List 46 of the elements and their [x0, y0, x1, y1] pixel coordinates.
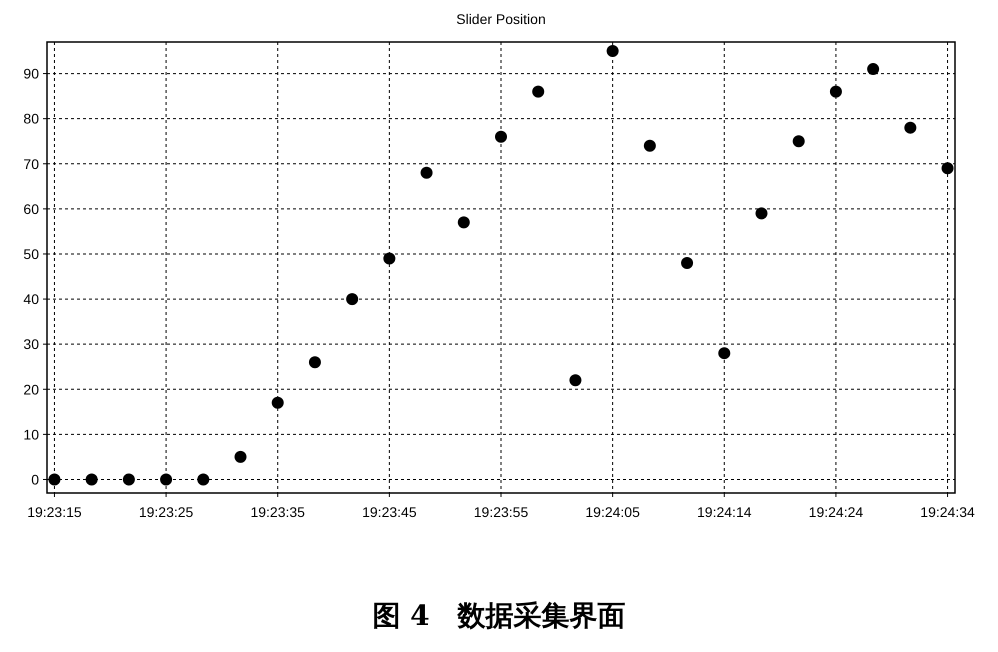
point: [122, 473, 135, 486]
x-tick-label: 19:24:14: [697, 504, 752, 520]
point: [755, 207, 768, 220]
y-tick-label: 0: [31, 471, 40, 488]
x-tick-label: 19:23:45: [362, 504, 417, 520]
point: [346, 293, 358, 306]
point: [420, 166, 433, 179]
point: [718, 347, 730, 360]
point: [644, 140, 656, 152]
point: [942, 162, 954, 174]
x-tick-label: 19:23:35: [250, 504, 306, 520]
point: [458, 216, 470, 228]
point: [383, 252, 396, 264]
y-tick-label: 70: [23, 156, 40, 172]
x-tick-label: 19:24:05: [585, 504, 640, 520]
point: [197, 473, 210, 486]
x-tick-label: 19:23:55: [474, 504, 528, 520]
point: [904, 122, 916, 134]
point: [532, 86, 544, 98]
point: [681, 256, 694, 269]
y-tick-label: 30: [23, 336, 40, 352]
point: [569, 374, 582, 386]
y-tick-label: 50: [23, 246, 40, 262]
point: [792, 135, 805, 148]
x-tick-label: 19:24:24: [808, 504, 864, 520]
y-tick-label: 80: [23, 110, 40, 127]
point: [830, 86, 842, 98]
y-tick-label: 20: [23, 381, 40, 398]
chart-title: Slider Position: [456, 11, 546, 27]
y-tick-label: 90: [23, 66, 40, 82]
point: [160, 473, 172, 486]
point: [272, 396, 284, 409]
y-tick-label: 10: [23, 426, 40, 442]
x-tick-label: 19:23:25: [138, 504, 194, 520]
point: [495, 130, 507, 143]
x-tick-label: 19:23:15: [27, 504, 82, 520]
y-tick-label: 60: [23, 200, 40, 217]
point: [606, 45, 619, 58]
point: [867, 63, 880, 76]
y-tick-label: 40: [23, 291, 40, 308]
x-tick-label: 19:24:34: [920, 504, 976, 520]
point: [48, 473, 60, 486]
point: [308, 356, 321, 368]
point: [86, 473, 98, 486]
caption: 图 4 数据采集界面: [372, 599, 626, 632]
point: [234, 450, 247, 463]
